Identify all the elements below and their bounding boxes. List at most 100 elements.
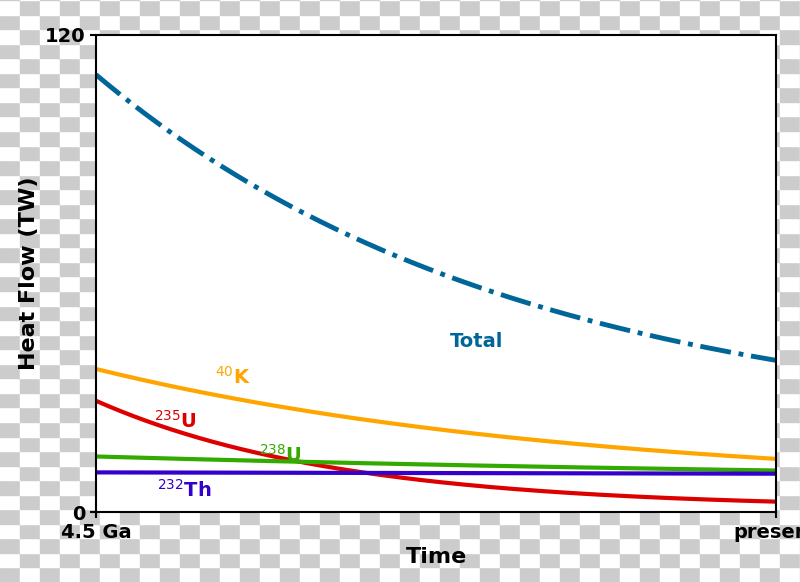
Bar xyxy=(580,175,600,189)
Bar xyxy=(440,393,460,407)
Bar xyxy=(440,466,460,480)
Bar xyxy=(220,364,240,378)
Bar xyxy=(300,524,320,538)
Bar xyxy=(740,349,760,364)
Bar xyxy=(520,131,540,146)
Bar xyxy=(400,29,420,44)
Bar xyxy=(760,306,780,320)
Bar xyxy=(360,87,380,102)
Bar xyxy=(260,204,280,218)
Bar xyxy=(340,102,360,116)
Bar xyxy=(240,524,260,538)
Bar xyxy=(180,349,200,364)
Bar xyxy=(740,262,760,276)
Bar xyxy=(0,44,20,58)
Bar xyxy=(720,247,740,262)
Bar xyxy=(680,567,700,582)
Bar xyxy=(400,436,420,451)
Bar xyxy=(240,175,260,189)
Bar xyxy=(60,175,80,189)
Bar xyxy=(200,436,220,451)
Bar xyxy=(520,567,540,582)
Bar xyxy=(300,102,320,116)
Bar xyxy=(540,509,560,524)
Bar xyxy=(740,233,760,247)
Bar xyxy=(500,306,520,320)
Bar xyxy=(760,44,780,58)
Bar xyxy=(540,436,560,451)
Bar xyxy=(60,233,80,247)
Bar xyxy=(240,247,260,262)
Bar xyxy=(200,524,220,538)
Bar xyxy=(380,335,400,349)
Bar xyxy=(580,451,600,466)
Bar xyxy=(240,480,260,495)
Bar xyxy=(400,378,420,393)
Bar xyxy=(580,276,600,291)
Bar xyxy=(260,320,280,335)
Bar xyxy=(340,218,360,233)
Bar xyxy=(740,335,760,349)
Bar xyxy=(500,276,520,291)
Bar xyxy=(760,276,780,291)
Bar xyxy=(440,175,460,189)
Bar xyxy=(260,218,280,233)
Bar xyxy=(360,538,380,553)
Bar xyxy=(500,131,520,146)
Bar xyxy=(280,567,300,582)
Bar xyxy=(280,15,300,29)
Bar xyxy=(440,233,460,247)
Bar xyxy=(380,247,400,262)
Bar xyxy=(660,175,680,189)
Bar xyxy=(140,509,160,524)
Bar xyxy=(100,204,120,218)
Bar xyxy=(140,538,160,553)
Bar xyxy=(220,349,240,364)
Bar xyxy=(640,349,660,364)
Bar xyxy=(420,276,440,291)
Bar xyxy=(160,306,180,320)
Bar xyxy=(260,495,280,509)
Bar xyxy=(380,160,400,175)
Bar xyxy=(620,73,640,87)
Bar xyxy=(460,146,480,160)
Bar xyxy=(120,349,140,364)
Bar xyxy=(480,29,500,44)
Bar xyxy=(300,87,320,102)
Bar xyxy=(780,466,800,480)
Bar xyxy=(20,524,40,538)
Bar xyxy=(100,87,120,102)
Bar xyxy=(180,538,200,553)
Bar xyxy=(180,466,200,480)
Bar xyxy=(40,393,60,407)
Bar xyxy=(480,320,500,335)
Bar xyxy=(580,364,600,378)
Bar xyxy=(180,436,200,451)
Bar xyxy=(40,204,60,218)
Bar xyxy=(760,436,780,451)
Bar xyxy=(500,15,520,29)
Bar xyxy=(160,291,180,306)
Bar xyxy=(740,407,760,422)
Bar xyxy=(440,349,460,364)
Bar xyxy=(740,247,760,262)
Bar xyxy=(300,466,320,480)
Bar xyxy=(160,29,180,44)
Bar xyxy=(360,44,380,58)
Bar xyxy=(0,146,20,160)
Bar xyxy=(240,44,260,58)
Bar xyxy=(340,422,360,436)
Bar xyxy=(20,567,40,582)
Bar xyxy=(320,15,340,29)
Bar xyxy=(520,247,540,262)
Bar xyxy=(720,0,740,15)
Bar xyxy=(460,509,480,524)
Bar xyxy=(60,189,80,204)
Bar xyxy=(720,567,740,582)
Bar xyxy=(760,218,780,233)
Bar xyxy=(360,189,380,204)
Bar xyxy=(0,436,20,451)
Bar xyxy=(400,335,420,349)
Bar xyxy=(440,509,460,524)
Bar xyxy=(460,160,480,175)
